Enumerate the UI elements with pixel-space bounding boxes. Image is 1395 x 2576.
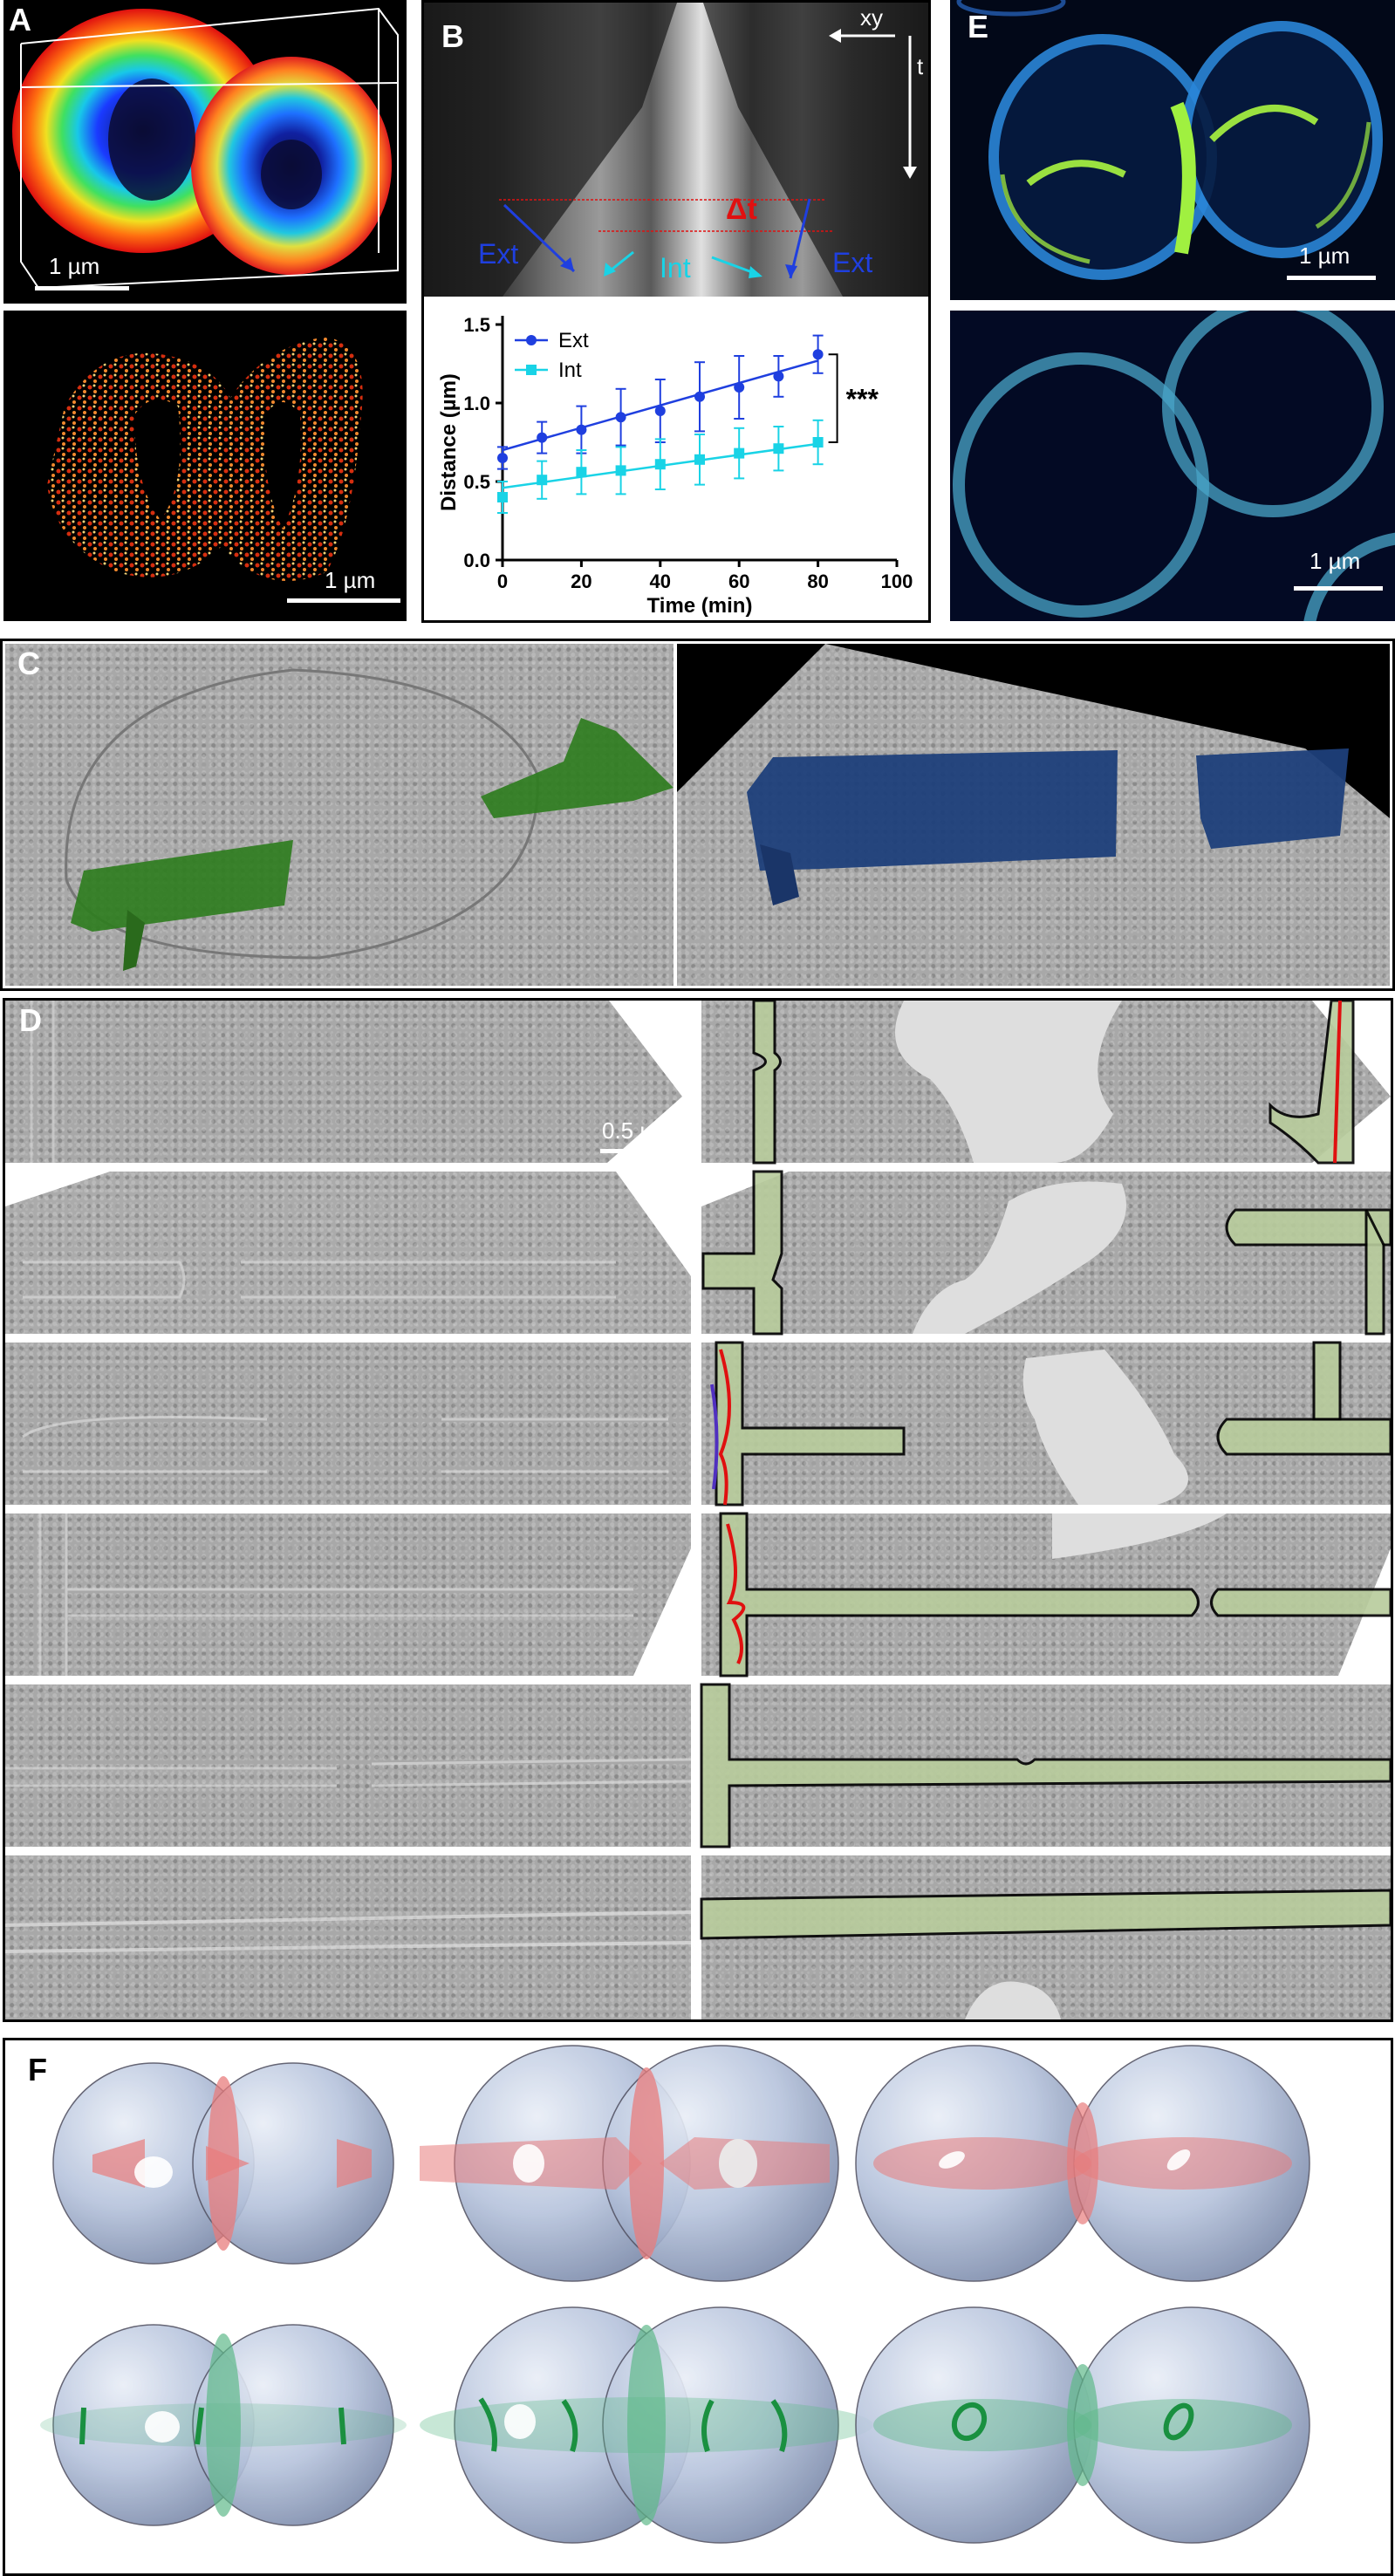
scale-bar-label-e-bottom: 1 µm: [1310, 548, 1361, 574]
x-tick-label: 40: [650, 571, 671, 592]
panel-f-models-svg: [40, 2045, 1310, 2544]
model-green-1: [40, 2324, 407, 2526]
point-ext: [576, 424, 587, 435]
x-tick-label: 0: [497, 571, 508, 592]
panel-e-top-image: E 1 µm: [950, 0, 1395, 300]
panel-a-bottom-svg: [47, 337, 363, 581]
panel-c-right-svg: [747, 748, 1349, 905]
scale-bar-a-top: [35, 286, 129, 290]
legend-marker-int: [526, 365, 537, 375]
point-int: [654, 459, 666, 470]
point-ext: [694, 391, 705, 402]
panel-a-bottom-image: 1 µm: [3, 311, 407, 621]
panel-c-frame: [0, 639, 1395, 991]
point-int: [497, 492, 508, 502]
model-red-3: [855, 2045, 1310, 2282]
point-ext: [537, 432, 548, 443]
panel-b-letter: B: [441, 18, 464, 54]
scale-bar-label-a-top: 1 µm: [49, 253, 100, 279]
y-tick-label: 1.0: [463, 393, 490, 414]
scale-bar-label-e-top: 1 µm: [1299, 243, 1351, 269]
significance-bracket: [828, 353, 838, 443]
panel-a-top-image: A 1 µm: [3, 0, 407, 304]
model-green-2: [420, 2306, 873, 2544]
point-int: [734, 448, 745, 459]
green-membrane-left: [71, 840, 293, 932]
y-tick-label: 1.5: [463, 314, 490, 336]
tomo-slice-left-2: [5, 1172, 691, 1334]
green-membrane-right: [481, 718, 674, 818]
y-axis-label: Distance (µm): [437, 373, 461, 511]
kymograph-svg: [424, 3, 928, 297]
legend-label-int: Int: [558, 359, 582, 382]
point-ext: [654, 406, 666, 416]
panel-b-chart: 0 20 40 60 80 100 0.0 0.5 1.0 1.5 Time (min) Distan…: [424, 298, 928, 619]
legend-label-ext: Ext: [558, 329, 589, 352]
panel-e-bottom-image: 1 µm: [950, 311, 1395, 621]
x-axis-label: Time (min): [647, 594, 753, 618]
tomo-slice-left-1: [5, 1001, 682, 1163]
x-tick-label: 100: [881, 571, 913, 592]
panel-c-right-image: [677, 644, 1390, 986]
tomo-slice-left-3: [5, 1343, 691, 1505]
kymo-axis-xy: xy: [860, 4, 883, 31]
x-tick-label: 60: [728, 571, 749, 592]
legend-marker-ext: [526, 335, 537, 345]
point-int: [537, 475, 548, 486]
y-tick-label: 0.0: [463, 550, 490, 571]
tomo-slice-left-6: [5, 1855, 691, 2019]
panel-f-letter: F: [28, 2052, 47, 2087]
panel-a-letter: A: [9, 2, 31, 38]
significance-label: ***: [846, 384, 879, 415]
scale-bar-e-top: [1287, 276, 1376, 280]
scale-bar-e-bottom: [1294, 586, 1383, 591]
panel-b-frame: [421, 0, 931, 623]
kymo-axis-t: t: [917, 53, 924, 79]
kymo-delta-label: Δt: [726, 193, 757, 226]
x-tick-label: 80: [807, 571, 828, 592]
kymo-ext-right: Ext: [832, 247, 873, 278]
kymo-int: Int: [660, 252, 691, 284]
point-int: [615, 465, 626, 476]
panel-c-left-svg: [65, 668, 674, 971]
panel-a-top-svg: [12, 7, 399, 290]
model-red-2: [420, 2045, 839, 2282]
point-ext: [615, 412, 626, 423]
panel-e-bottom-svg: [953, 311, 1395, 621]
panel-d-grid: D 0.5 µm: [5, 1001, 1391, 2019]
panel-c-letter: C: [17, 646, 40, 681]
point-int: [812, 437, 824, 448]
panel-d-frame: [3, 998, 1393, 2022]
panel-d-letter: D: [19, 1002, 42, 1038]
blue-membrane-left: [747, 750, 1118, 871]
model-red-1: [52, 2062, 394, 2265]
distance-time-chart: 0 20 40 60 80 100 0.0 0.5 1.0 1.5 Time (min) Distan…: [437, 314, 913, 618]
tomo-slice-left-4: [5, 1513, 691, 1676]
scale-bar-a-bottom: [287, 598, 400, 603]
panel-e-letter: E: [968, 9, 989, 44]
scale-bar-d: [600, 1149, 684, 1153]
point-ext: [812, 349, 824, 360]
panel-e-top-svg: [956, 0, 1383, 280]
panel-c-left-image: C: [5, 644, 674, 986]
point-ext: [497, 453, 508, 463]
point-ext: [773, 371, 784, 382]
kymo-ext-left: Ext: [478, 238, 519, 270]
panel-b-kymograph: B xy t Δt Ext Int Ext: [424, 3, 928, 297]
scale-bar-label-a-bottom: 1 µm: [325, 567, 376, 593]
model-green-3: [855, 2306, 1310, 2544]
x-tick-label: 20: [571, 571, 592, 592]
point-int: [576, 467, 587, 478]
scale-bar-label-d: 0.5 µm: [602, 1117, 673, 1144]
point-ext: [734, 382, 745, 393]
y-tick-label: 0.5: [463, 471, 490, 493]
blue-membrane-right: [1196, 748, 1349, 849]
panel-d-overlay-svg: [5, 1001, 1391, 2019]
tomo-slice-left-5: [5, 1684, 691, 1847]
point-int: [773, 443, 784, 454]
point-int: [694, 454, 705, 465]
panel-f-frame: [3, 2038, 1393, 2576]
